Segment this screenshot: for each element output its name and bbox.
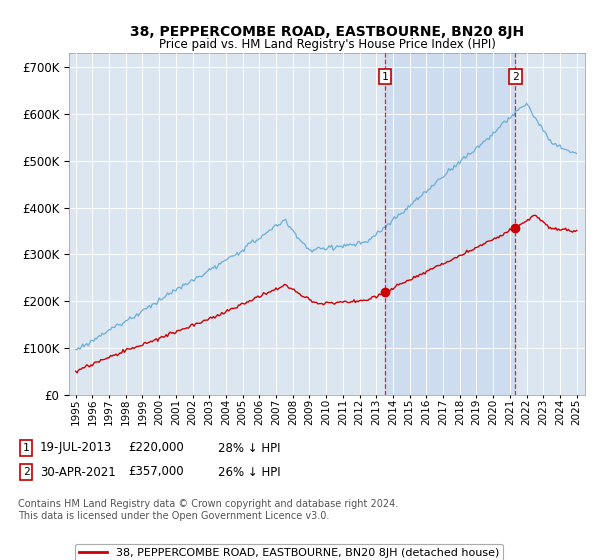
Text: 28% ↓ HPI: 28% ↓ HPI — [218, 441, 281, 455]
Bar — [385, 53, 515, 395]
Text: 2: 2 — [23, 467, 29, 477]
Text: 1: 1 — [382, 72, 389, 82]
Text: £357,000: £357,000 — [128, 465, 184, 478]
Text: 30-APR-2021: 30-APR-2021 — [40, 465, 116, 478]
Text: 19-JUL-2013: 19-JUL-2013 — [40, 441, 112, 455]
Text: 38, PEPPERCOMBE ROAD, EASTBOURNE, BN20 8JH: 38, PEPPERCOMBE ROAD, EASTBOURNE, BN20 8… — [130, 25, 524, 39]
Text: Price paid vs. HM Land Registry's House Price Index (HPI): Price paid vs. HM Land Registry's House … — [158, 38, 496, 51]
Text: 26% ↓ HPI: 26% ↓ HPI — [218, 465, 281, 478]
Text: Contains HM Land Registry data © Crown copyright and database right 2024.
This d: Contains HM Land Registry data © Crown c… — [18, 499, 398, 521]
Text: £220,000: £220,000 — [128, 441, 184, 455]
Text: 1: 1 — [23, 443, 29, 453]
Text: 2: 2 — [512, 72, 519, 82]
Legend: 38, PEPPERCOMBE ROAD, EASTBOURNE, BN20 8JH (detached house), HPI: Average price,: 38, PEPPERCOMBE ROAD, EASTBOURNE, BN20 8… — [74, 544, 503, 560]
